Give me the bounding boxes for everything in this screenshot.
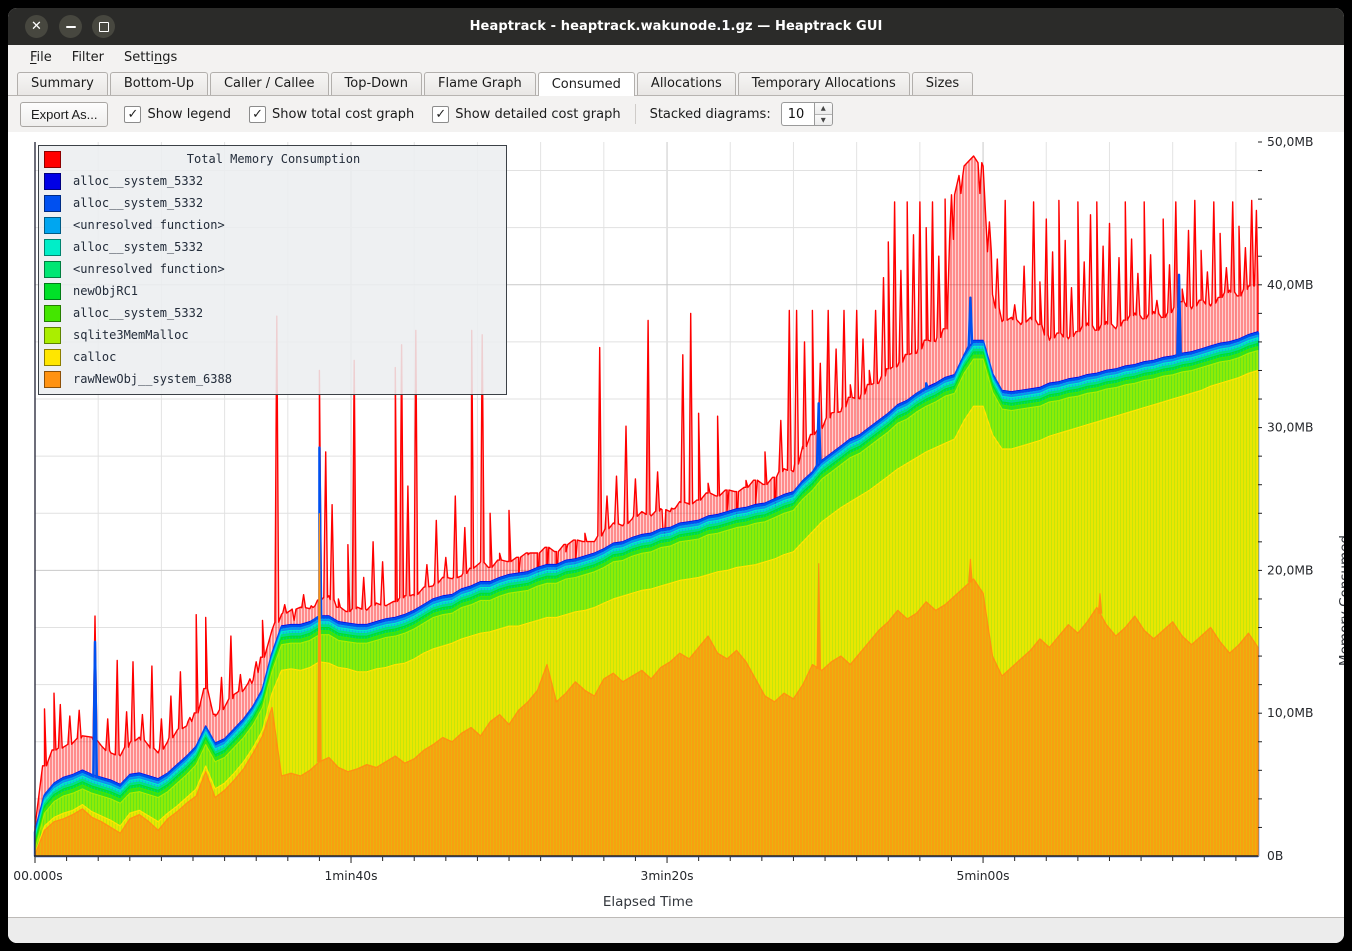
menu-filter[interactable]: Filter — [71, 50, 104, 65]
tab-sizes[interactable]: Sizes — [911, 72, 974, 95]
x-tick-label: 5min00s — [957, 869, 1010, 883]
stacked-diagrams-spinbox[interactable]: 10 ▲ ▼ — [780, 102, 833, 126]
legend-label: alloc__system_5332 — [73, 174, 204, 188]
tab-bottom-up[interactable]: Bottom-Up — [109, 72, 208, 95]
title-bar[interactable]: ✕ Heaptrack - heaptrack.wakunode.1.gz — … — [8, 8, 1344, 45]
legend-swatch — [44, 304, 61, 322]
spin-down-button[interactable]: ▼ — [814, 114, 832, 125]
window-bottom-strip — [8, 918, 1344, 943]
checkmark-icon: ✓ — [124, 105, 142, 123]
legend-item: alloc__system_5332 — [39, 302, 506, 324]
tab-consumed[interactable]: Consumed — [537, 72, 635, 96]
app-window: ✕ Heaptrack - heaptrack.wakunode.1.gz — … — [8, 8, 1344, 943]
tab-temporary-allocations[interactable]: Temporary Allocations — [737, 72, 910, 95]
legend-label: sqlite3MemMalloc — [73, 328, 189, 342]
menu-file[interactable]: File — [30, 50, 52, 65]
checkmark-icon: ✓ — [249, 105, 267, 123]
legend-swatch — [44, 238, 61, 256]
y-tick-label: 10,0MB — [1267, 706, 1313, 720]
checkbox-show-legend[interactable]: ✓ Show legend — [124, 105, 232, 123]
legend-item: newObjRC1 — [39, 280, 506, 302]
legend-swatch — [44, 194, 61, 212]
legend-swatch — [44, 172, 61, 190]
tab-bar: Summary Bottom-Up Caller / Callee Top-Down F… — [8, 70, 1344, 96]
x-tick-label: 00.000s — [13, 869, 62, 883]
legend-item: <unresolved function> — [39, 258, 506, 280]
menu-settings[interactable]: Settings — [123, 50, 178, 65]
legend-label: Total Memory Consumption — [186, 152, 361, 166]
checkbox-show-detailed-cost-graph[interactable]: ✓ Show detailed cost graph — [432, 105, 621, 123]
spinbox-buttons: ▲ ▼ — [813, 102, 833, 126]
y-tick-label: 0B — [1267, 849, 1283, 863]
consumed-chart-panel: 00.000s 1min40s 3min20s 5min00s 0B 10,0MB 20,0… — [8, 132, 1344, 918]
legend-item: <unresolved function> — [39, 214, 506, 236]
chart-legend: Total Memory Consumption alloc__system_53… — [38, 145, 507, 395]
x-axis-title: Elapsed Time — [602, 894, 694, 910]
minimize-icon — [65, 25, 76, 28]
checkbox-label: Show legend — [147, 106, 232, 122]
menu-bar: File Filter Settings — [8, 45, 1344, 70]
legend-item: alloc__system_5332 — [39, 236, 506, 258]
checkbox-label: Show detailed cost graph — [455, 106, 621, 122]
memory-consumption-chart[interactable]: 00.000s 1min40s 3min20s 5min00s 0B 10,0MB 20,0… — [8, 132, 1344, 917]
legend-item: rawNewObj__system_6388 — [39, 368, 506, 390]
x-tick-label: 1min40s — [324, 869, 377, 883]
tab-flame-graph[interactable]: Flame Graph — [423, 72, 536, 95]
legend-item: calloc — [39, 346, 506, 368]
legend-label: calloc — [73, 350, 117, 364]
y-tick-label: 50,0MB — [1267, 135, 1313, 149]
y-tick-label: 20,0MB — [1267, 563, 1313, 577]
legend-swatch — [44, 326, 61, 344]
y-axis-title: Memory Consumed — [1337, 535, 1344, 667]
window-title: Heaptrack - heaptrack.wakunode.1.gz — He… — [469, 19, 883, 34]
y-tick-label: 40,0MB — [1267, 278, 1313, 292]
tab-summary[interactable]: Summary — [17, 72, 108, 95]
legend-swatch — [44, 370, 61, 388]
legend-item: alloc__system_5332 — [39, 192, 506, 214]
close-button[interactable]: ✕ — [25, 15, 48, 38]
legend-item: sqlite3MemMalloc — [39, 324, 506, 346]
checkbox-show-total-cost-graph[interactable]: ✓ Show total cost graph — [249, 105, 415, 123]
maximize-icon — [98, 21, 109, 32]
legend-swatch — [44, 150, 61, 168]
toolbar-separator — [634, 104, 636, 124]
legend-item: alloc__system_5332 — [39, 170, 506, 192]
legend-label: alloc__system_5332 — [73, 196, 204, 210]
checkmark-icon: ✓ — [432, 105, 450, 123]
checkbox-group: ✓ Show legend ✓ Show total cost graph ✓ Show … — [120, 105, 621, 123]
legend-label: alloc__system_5332 — [73, 240, 204, 254]
legend-swatch — [44, 282, 61, 300]
spin-up-button[interactable]: ▲ — [814, 103, 832, 115]
legend-label: newObjRC1 — [73, 284, 139, 298]
stacked-diagrams-label: Stacked diagrams: — [649, 106, 771, 122]
legend-label: <unresolved function> — [73, 262, 225, 276]
legend-label: <unresolved function> — [73, 218, 225, 232]
spinbox-value[interactable]: 10 — [780, 102, 814, 126]
y-tick-label: 30,0MB — [1267, 421, 1313, 435]
maximize-button[interactable] — [92, 15, 115, 38]
toolbar: Export As... ✓ Show legend ✓ Show total cos… — [8, 96, 1344, 132]
legend-label: rawNewObj__system_6388 — [73, 372, 232, 386]
tab-top-down[interactable]: Top-Down — [330, 72, 422, 95]
legend-swatch — [44, 216, 61, 234]
legend-label: alloc__system_5332 — [73, 306, 204, 320]
export-as-button[interactable]: Export As... — [20, 101, 109, 127]
close-icon: ✕ — [31, 19, 42, 34]
tab-caller-callee[interactable]: Caller / Callee — [209, 72, 329, 95]
legend-swatch — [44, 348, 61, 366]
checkbox-label: Show total cost graph — [272, 106, 415, 122]
tab-allocations[interactable]: Allocations — [636, 72, 736, 95]
legend-swatch — [44, 260, 61, 278]
minimize-button[interactable] — [59, 15, 82, 38]
legend-item: Total Memory Consumption — [39, 148, 506, 170]
x-tick-label: 3min20s — [641, 869, 694, 883]
